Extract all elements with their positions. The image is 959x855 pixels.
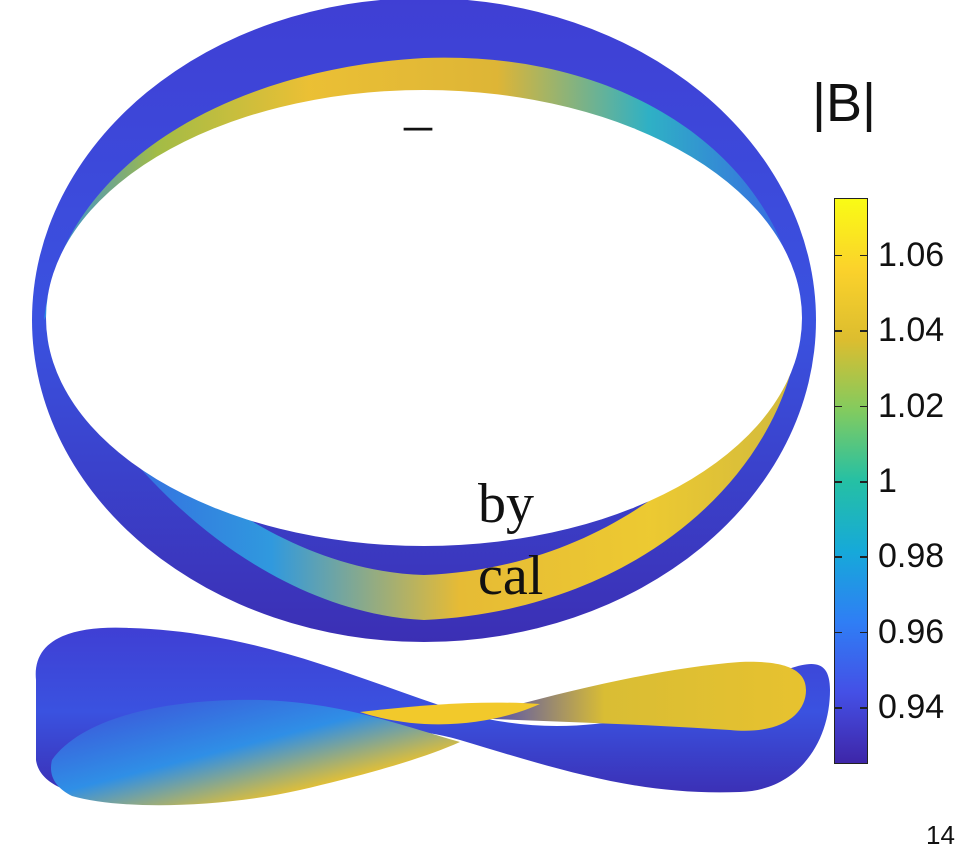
colorbar-tick-mark	[834, 631, 842, 634]
colorbar-tick-mark	[860, 254, 868, 257]
ring-inner-band-bottom	[44, 320, 800, 620]
side-view-twisted-loop	[35, 627, 830, 806]
colorbar-title: |B|	[812, 73, 877, 133]
loop-crossing-band	[360, 702, 540, 725]
colorbar-tick-mark	[834, 481, 842, 483]
loop-right-inner	[470, 661, 806, 731]
text-fragment-by: by	[478, 473, 534, 535]
colorbar-tick-label: 1	[878, 462, 897, 500]
colorbar-tick-mark	[834, 707, 842, 709]
colorbar-tick-mark	[834, 330, 842, 332]
top-view-ring	[32, 0, 816, 642]
colorbar-tick-mark	[834, 556, 842, 558]
colorbar-tick-mark	[860, 330, 868, 332]
colorbar-tick-mark	[860, 556, 868, 558]
colorbar-tick-mark	[834, 405, 842, 408]
colorbar-tick-label: 1.04	[878, 311, 945, 350]
colorbar-tick-mark	[860, 405, 868, 408]
colorbar-tick-label: 0.96	[878, 612, 945, 651]
page-number: 14	[926, 820, 955, 850]
colorbar-tick-label: 0.94	[878, 688, 945, 727]
colorbar-tick-mark	[860, 631, 868, 634]
ring-hole	[46, 90, 802, 546]
colorbar-tick-label: 1.06	[878, 235, 945, 274]
colorbar-tick-label: 1.02	[878, 386, 945, 425]
colorbar-tick-mark	[860, 481, 868, 483]
colorbar-tick-label: 0.98	[878, 537, 945, 576]
colorbar-tick-mark	[860, 707, 868, 709]
text-fragment-dash: –	[404, 93, 432, 155]
loop-left-inner	[50, 699, 461, 806]
colorbar-tick-mark	[834, 254, 842, 257]
text-fragment-cal: cal	[478, 545, 544, 607]
